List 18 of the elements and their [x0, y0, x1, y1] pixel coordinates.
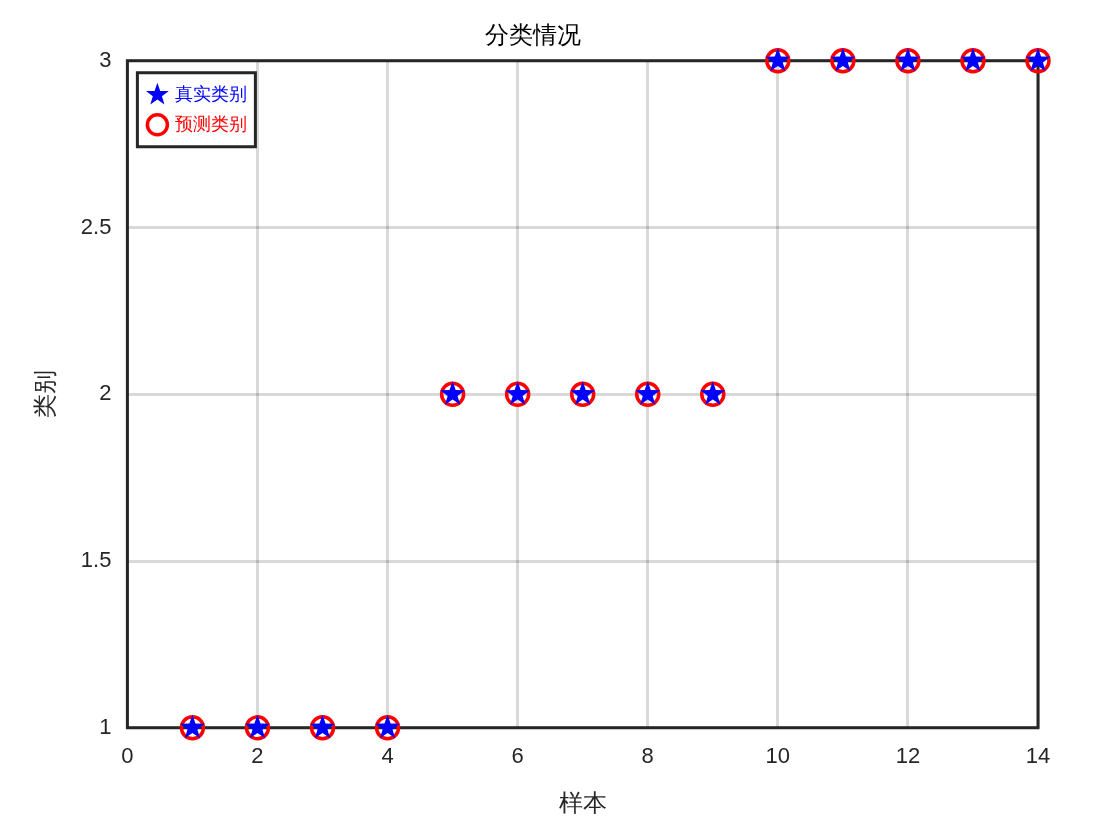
legend-label: 真实类别: [175, 83, 248, 104]
y-tick-label: 1: [99, 713, 112, 739]
x-tick-label: 0: [121, 743, 134, 769]
y-tick-label: 2: [99, 380, 112, 406]
y-axis-title: 类别: [31, 370, 59, 419]
x-tick-label: 8: [641, 743, 654, 769]
x-tick-label: 14: [1025, 743, 1051, 769]
x-tick-label: 6: [511, 743, 524, 769]
x-tick-label: 4: [381, 743, 394, 769]
legend-label: 预测类别: [175, 113, 248, 134]
y-tick-label: 1.5: [80, 547, 112, 573]
x-axis-title: 样本: [558, 789, 607, 817]
x-tick-label: 12: [895, 743, 921, 769]
y-tick-label: 3: [99, 46, 112, 72]
y-tick-label: 2.5: [80, 213, 112, 239]
x-tick-label: 10: [765, 743, 791, 769]
chart-title: 分类情况: [485, 21, 581, 49]
x-tick-label: 2: [251, 743, 264, 769]
